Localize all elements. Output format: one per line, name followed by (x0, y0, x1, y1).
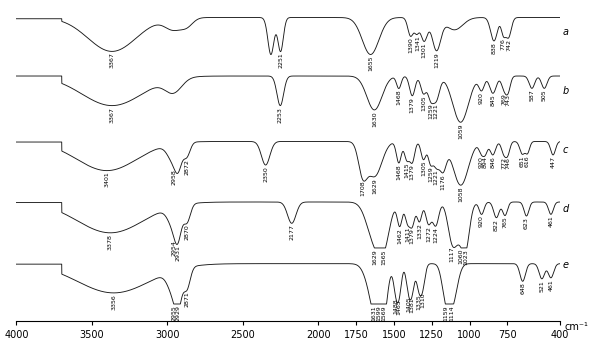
Text: 920: 920 (479, 157, 484, 168)
Text: 2954: 2954 (172, 240, 177, 257)
Text: 2872: 2872 (184, 159, 189, 175)
Text: 3378: 3378 (108, 234, 113, 250)
Text: 1411: 1411 (405, 226, 410, 241)
Text: 846: 846 (490, 156, 496, 168)
Text: 1379: 1379 (410, 164, 415, 180)
Text: 2253: 2253 (278, 107, 283, 122)
Text: 1488: 1488 (393, 299, 398, 314)
Text: 772: 772 (501, 157, 506, 169)
Text: 1219: 1219 (434, 52, 439, 68)
Text: 3356: 3356 (111, 294, 116, 310)
Text: d: d (562, 204, 569, 214)
Text: 1301: 1301 (422, 43, 427, 58)
Text: 1058: 1058 (458, 186, 464, 202)
Text: 1390: 1390 (408, 37, 413, 53)
Text: 765: 765 (503, 217, 507, 228)
Text: 3367: 3367 (110, 107, 114, 122)
Text: 920: 920 (479, 92, 484, 104)
Text: 1060: 1060 (458, 248, 463, 264)
Text: 776: 776 (501, 38, 506, 50)
Text: cm⁻¹: cm⁻¹ (565, 322, 588, 332)
Text: 2251: 2251 (278, 53, 283, 68)
Text: 1272: 1272 (426, 226, 431, 241)
Text: 1629: 1629 (372, 178, 377, 194)
Text: 1405: 1405 (406, 296, 411, 312)
Text: 1569: 1569 (381, 305, 386, 321)
Text: 1159: 1159 (443, 305, 448, 321)
Text: 1332: 1332 (417, 223, 422, 239)
Text: 3367: 3367 (110, 53, 114, 68)
Text: 1114: 1114 (450, 305, 455, 321)
Text: 1565: 1565 (382, 249, 387, 265)
Text: e: e (562, 260, 568, 270)
Text: 461: 461 (548, 279, 554, 291)
Text: 838: 838 (491, 42, 497, 54)
Text: 1630: 1630 (372, 111, 377, 127)
Text: 1465: 1465 (397, 300, 402, 315)
Text: 1224: 1224 (433, 227, 438, 243)
Text: 3401: 3401 (104, 172, 110, 187)
Text: 1117: 1117 (449, 246, 454, 261)
Text: 1305: 1305 (421, 161, 426, 176)
Text: 616: 616 (525, 155, 530, 166)
Text: 1341: 1341 (416, 35, 420, 51)
Text: c: c (562, 145, 568, 155)
Text: 2870: 2870 (185, 224, 189, 240)
Text: 1221: 1221 (433, 103, 439, 119)
Text: 920: 920 (479, 216, 484, 227)
Text: 1310: 1310 (420, 293, 425, 308)
Text: 1599: 1599 (377, 305, 382, 321)
Text: 461: 461 (548, 215, 554, 227)
Text: b: b (562, 86, 569, 96)
Text: 2350: 2350 (263, 166, 268, 182)
Text: 1305: 1305 (421, 95, 426, 111)
Text: 1379: 1379 (410, 228, 415, 245)
Text: 447: 447 (551, 156, 555, 168)
Text: 521: 521 (539, 280, 545, 292)
Text: 1379: 1379 (410, 97, 415, 113)
Text: 1259: 1259 (428, 166, 433, 182)
Text: 2958: 2958 (171, 169, 176, 185)
Text: 651: 651 (520, 155, 525, 167)
Text: 1023: 1023 (464, 249, 468, 265)
Text: 894: 894 (483, 156, 488, 168)
Text: 742: 742 (506, 39, 511, 51)
Text: 2177: 2177 (289, 224, 294, 240)
Text: 505: 505 (542, 89, 547, 101)
Text: 1629: 1629 (372, 249, 377, 265)
Text: 1176: 1176 (440, 174, 445, 190)
Text: 746: 746 (506, 157, 510, 169)
Text: 743: 743 (506, 94, 511, 106)
Text: 2929: 2929 (176, 305, 181, 321)
Text: 623: 623 (524, 217, 529, 229)
Text: a: a (562, 27, 568, 37)
Text: 1381: 1381 (410, 298, 414, 313)
Text: 769: 769 (502, 94, 507, 105)
Text: 2931: 2931 (175, 245, 181, 261)
Text: 822: 822 (494, 219, 499, 231)
Text: 587: 587 (529, 89, 535, 101)
Text: 1415: 1415 (404, 162, 409, 178)
Text: 1221: 1221 (433, 170, 439, 185)
Text: 1462: 1462 (397, 228, 402, 244)
Text: 1335: 1335 (416, 294, 422, 310)
Text: 648: 648 (520, 282, 525, 294)
Text: 1631: 1631 (372, 305, 377, 321)
Text: 2871: 2871 (185, 292, 189, 307)
Text: 1655: 1655 (368, 56, 373, 71)
Text: 1059: 1059 (458, 123, 463, 139)
Text: 1708: 1708 (360, 181, 365, 196)
Text: 1468: 1468 (396, 164, 401, 180)
Text: 1468: 1468 (396, 90, 401, 105)
Text: 1259: 1259 (428, 103, 433, 119)
Text: 845: 845 (490, 94, 496, 106)
Text: 2955: 2955 (172, 305, 177, 321)
